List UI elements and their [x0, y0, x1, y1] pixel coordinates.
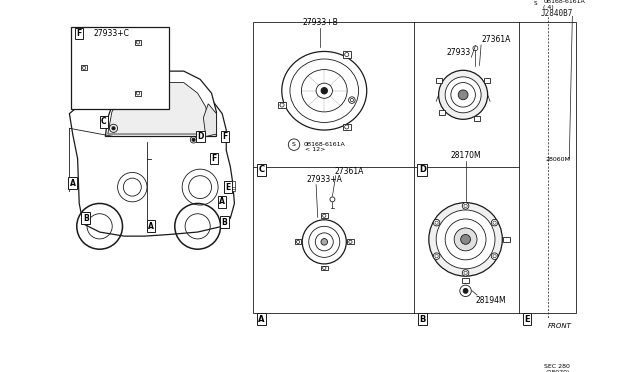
Text: S: S: [292, 142, 296, 147]
Circle shape: [321, 238, 328, 245]
Text: B: B: [221, 218, 227, 227]
Text: (28070): (28070): [546, 370, 570, 372]
Text: A: A: [220, 197, 225, 206]
Bar: [224, 182, 236, 191]
Bar: [438, 110, 445, 115]
Text: B: B: [419, 315, 426, 324]
Bar: [71, 27, 169, 109]
Text: < 12>: < 12>: [305, 147, 326, 152]
Text: 28170M: 28170M: [451, 151, 481, 160]
Polygon shape: [204, 104, 216, 137]
Circle shape: [321, 87, 328, 94]
Text: 27933: 27933: [447, 48, 471, 57]
Text: A: A: [148, 222, 154, 231]
Text: J2840B7: J2840B7: [541, 9, 573, 18]
Text: S: S: [533, 1, 537, 6]
Text: 28194M: 28194M: [476, 296, 506, 305]
Bar: [436, 78, 442, 83]
Text: 27933+A: 27933+A: [307, 175, 342, 184]
Circle shape: [302, 220, 346, 264]
Circle shape: [429, 203, 502, 276]
Text: D: D: [197, 132, 204, 141]
Bar: [484, 78, 490, 83]
Text: 27933+B: 27933+B: [302, 18, 338, 27]
Circle shape: [349, 97, 355, 103]
Bar: [135, 91, 141, 96]
Text: F: F: [77, 29, 82, 38]
Text: 28060M: 28060M: [545, 157, 570, 162]
Text: B: B: [83, 214, 88, 223]
Bar: [503, 237, 509, 242]
Bar: [321, 266, 328, 270]
Circle shape: [454, 228, 477, 251]
Text: F: F: [222, 132, 227, 141]
Bar: [278, 102, 286, 108]
Polygon shape: [69, 83, 234, 236]
Circle shape: [463, 288, 468, 293]
Polygon shape: [108, 83, 210, 134]
Text: D: D: [419, 166, 426, 174]
Bar: [81, 65, 88, 70]
Bar: [474, 116, 480, 121]
Bar: [135, 40, 141, 45]
Bar: [321, 213, 328, 218]
Text: A: A: [70, 179, 76, 187]
Text: C: C: [259, 166, 264, 174]
Text: SEC 280: SEC 280: [544, 363, 570, 369]
Bar: [347, 240, 354, 244]
Circle shape: [461, 234, 470, 244]
Bar: [342, 124, 351, 130]
Text: ( 4): ( 4): [543, 5, 554, 10]
Circle shape: [462, 203, 469, 209]
Text: E: E: [225, 183, 230, 192]
Circle shape: [438, 70, 488, 119]
Text: F: F: [211, 154, 216, 163]
Circle shape: [492, 253, 498, 259]
Bar: [253, 22, 576, 313]
Text: C: C: [101, 117, 106, 126]
Circle shape: [445, 77, 481, 113]
Text: 27361A: 27361A: [334, 167, 364, 176]
Circle shape: [192, 138, 195, 141]
Circle shape: [112, 127, 115, 130]
Text: 27361A: 27361A: [481, 35, 511, 44]
Circle shape: [492, 219, 498, 226]
Text: 0B168-6161A: 0B168-6161A: [304, 142, 346, 147]
Bar: [295, 240, 301, 244]
Text: FRONT: FRONT: [548, 323, 572, 328]
Polygon shape: [106, 71, 216, 137]
Circle shape: [436, 210, 495, 269]
Text: E: E: [524, 315, 530, 324]
Bar: [462, 278, 469, 283]
Text: A: A: [258, 315, 264, 324]
Circle shape: [433, 219, 440, 226]
Circle shape: [433, 253, 440, 259]
Bar: [59, 109, 251, 313]
Circle shape: [462, 270, 469, 276]
Text: 27933+C: 27933+C: [94, 29, 130, 38]
Circle shape: [458, 90, 468, 100]
Bar: [342, 51, 351, 58]
Text: 0B168-6161A: 0B168-6161A: [543, 0, 585, 4]
